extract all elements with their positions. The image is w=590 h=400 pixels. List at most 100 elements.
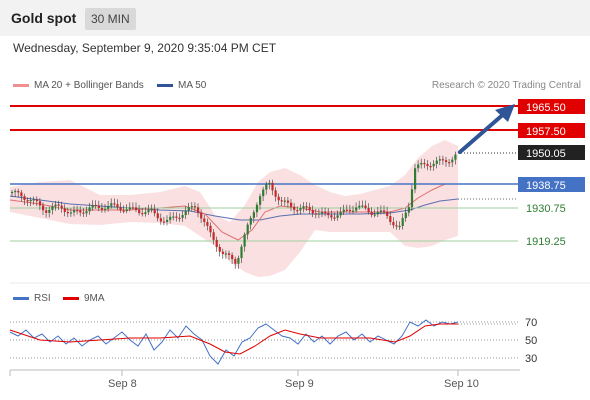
candle-body <box>305 206 308 208</box>
candle-body <box>147 209 150 213</box>
candle-body <box>417 164 420 169</box>
candle-body <box>308 206 311 210</box>
candle-body <box>162 221 166 223</box>
candle-body <box>231 254 234 260</box>
rsi-line <box>9 319 459 365</box>
candle-body <box>51 206 54 210</box>
candle-body <box>367 208 370 213</box>
x-label-sep10: Sep 10 <box>444 378 479 390</box>
candle-body <box>169 216 172 220</box>
candle-body <box>271 182 274 191</box>
candle-body <box>355 207 358 211</box>
candle-body <box>215 239 218 247</box>
candle-body <box>373 214 376 216</box>
credit-text: Research © 2020 Trading Central <box>431 80 581 91</box>
candle-body <box>63 208 66 212</box>
rsi-swatch <box>13 297 29 300</box>
candle-body <box>104 208 107 211</box>
candle-body <box>153 209 156 214</box>
candle-body <box>116 204 119 208</box>
candle-body <box>407 207 410 213</box>
candle-body <box>317 213 321 215</box>
candle-body <box>314 213 317 215</box>
candle-body <box>327 212 330 216</box>
instrument-title: Gold spot <box>11 10 77 26</box>
candle-body <box>370 212 373 216</box>
candle-body <box>100 207 104 210</box>
candle-body <box>203 218 206 222</box>
candle-body <box>166 219 169 222</box>
legend-ma20: MA 20 + Bollinger Bands <box>13 80 144 91</box>
candle-body <box>268 182 271 185</box>
candle-body <box>237 257 240 264</box>
candle-body <box>200 212 203 219</box>
candle-body <box>11 191 14 194</box>
candle-body <box>141 213 144 215</box>
candle-body <box>234 259 237 264</box>
forecast-arrow-shaft <box>458 110 508 154</box>
candle-body <box>330 215 333 218</box>
candle-body <box>138 210 141 214</box>
candle-body <box>336 215 339 218</box>
candle-body <box>265 184 268 190</box>
x-label-sep9: Sep 9 <box>285 378 314 390</box>
candle-body <box>410 189 414 208</box>
candle-body <box>454 154 457 160</box>
candle-body <box>435 160 438 164</box>
candle-body <box>79 210 82 213</box>
price-label-1919: 1919.25 <box>526 236 566 248</box>
candle-body <box>420 162 423 165</box>
candle-body <box>85 211 88 214</box>
legend-rsi-label: RSI <box>34 293 51 304</box>
price-label-1938-bg <box>518 177 585 192</box>
candle-body <box>246 224 249 235</box>
timeframe-button[interactable]: 30 MIN <box>85 8 136 30</box>
candle-body <box>221 251 224 254</box>
candle-body <box>150 209 153 211</box>
candle-body <box>404 212 407 219</box>
candle-body <box>445 160 448 163</box>
candle-body <box>293 206 296 211</box>
candle-body <box>23 196 26 200</box>
chart-datetime: Wednesday, September 9, 2020 9:35:04 PM … <box>13 41 277 55</box>
candle-body <box>249 217 252 225</box>
price-label-current: 1950.05 <box>518 145 585 160</box>
candle-body <box>76 210 79 212</box>
candle-body <box>321 211 324 214</box>
candle-body <box>342 209 345 213</box>
candle-body <box>339 212 342 216</box>
candle-body <box>383 210 386 212</box>
candle-body <box>144 212 147 214</box>
candle-body <box>181 215 184 218</box>
candle-body <box>17 190 20 193</box>
candle-body <box>206 221 209 226</box>
candle-body <box>429 166 432 168</box>
candlestick-series <box>11 151 457 269</box>
candle-body <box>441 159 445 161</box>
candle-body <box>277 196 280 201</box>
legend-ma20-label: MA 20 + Bollinger Bands <box>34 80 144 91</box>
candle-body <box>252 212 255 218</box>
price-label-1938-text: 1938.75 <box>526 180 566 192</box>
legend-ma50: MA 50 <box>157 80 206 91</box>
candle-body <box>32 199 35 201</box>
price-label-current-bg <box>518 145 585 160</box>
x-label-sep8: Sep 8 <box>108 378 137 390</box>
candle-body <box>451 159 454 163</box>
candle-body <box>178 217 181 219</box>
candle-body <box>302 206 305 209</box>
candle-body <box>113 203 116 205</box>
candle-body <box>243 234 246 247</box>
rsi-label-30: 30 <box>525 353 537 365</box>
ma9-swatch <box>63 297 79 300</box>
candle-body <box>122 210 125 212</box>
candle-body <box>240 246 243 258</box>
candle-body <box>255 204 259 213</box>
candle-body <box>125 209 128 212</box>
candle-body <box>311 209 314 214</box>
candle-body <box>88 207 91 212</box>
legend-rsi: RSI <box>13 293 51 304</box>
candle-body <box>128 207 131 210</box>
candle-body <box>423 162 426 165</box>
